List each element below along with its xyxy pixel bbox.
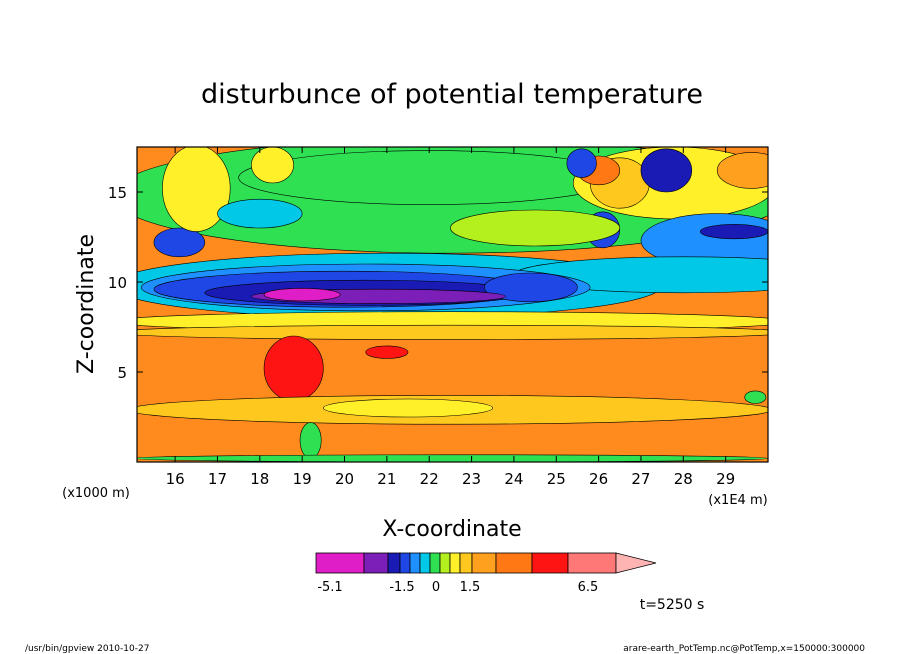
x-tick-label: 17 [208,470,227,488]
contour-region-6 [640,148,693,193]
colorbar-swatch [387,552,401,574]
contour-region-13 [162,147,231,232]
x-axis-label: X-coordinate [382,517,521,542]
colorbar-swatch [495,552,533,574]
contour-region-15 [251,147,294,184]
colorbar-label: 0 [432,580,440,595]
x-axis: 16 17 18 19 20 21 22 23 24 25 26 27 28 29 [166,147,735,488]
footer-left: /usr/bin/gpview 2010-10-27 [25,644,149,654]
contour-region-26 [263,335,324,402]
colorbar-swatch [449,552,461,574]
x-tick-label: 28 [674,470,693,488]
contour-regions [137,147,768,462]
footer-right: arare-earth_PotTemp.nc@PotTemp,x=150000:… [623,644,865,654]
contour-region-27 [365,345,409,359]
colorbar-swatch [567,552,617,574]
y-axis: 5 10 15 [108,184,768,382]
time-label: t=5250 s [640,597,705,613]
colorbar-swatch [439,552,451,574]
colorbar-label: 6.5 [578,580,599,595]
y-axis-label: Z-coordinate [74,234,99,374]
plot-frame [136,146,769,463]
colorbar-label: -5.1 [317,580,342,595]
colorbar-swatch [419,552,431,574]
x-tick-label: 18 [250,470,269,488]
x-tick-label: 21 [377,470,396,488]
contour-region-31 [299,422,322,459]
x-tick-label: 27 [631,470,650,488]
contour-region-1 [238,150,621,205]
contour-region-14 [217,198,303,229]
x-tick-label: 19 [293,470,312,488]
y-tick-label: 5 [117,364,127,382]
x-tick-label: 16 [166,470,185,488]
x-tick-label: 26 [589,470,608,488]
colorbar-label: 1.5 [460,580,481,595]
y-tick-label: 10 [108,274,127,292]
contour-region-29 [323,398,494,418]
colorbar-arrow [615,552,657,574]
x-unit-right: (x1E4 m) [708,493,767,508]
contour-region-23 [263,288,341,302]
contour-region-30 [744,390,767,404]
contour-region-11 [450,209,621,247]
colorbar-swatch [429,552,441,574]
contour-region-21 [483,272,578,303]
colorbar-swatch [409,552,421,574]
contour-region-25 [137,324,768,340]
contour-region-7 [716,152,768,189]
x-tick-label: 25 [547,470,566,488]
contour-region-12 [153,227,206,258]
y-tick-label: 15 [108,184,127,202]
colorbar-swatch [399,552,411,574]
contour-region-9 [699,224,768,240]
contour-region-5 [566,148,597,178]
x-tick-label: 22 [420,470,439,488]
colorbar-swatch [315,552,365,574]
x-tick-label: 23 [462,470,481,488]
plot-area [137,147,768,462]
contour-region-32 [137,454,768,462]
x-tick-label: 20 [335,470,354,488]
chart-title: disturbunce of potential temperature [201,79,703,110]
colorbar-swatch [459,552,473,574]
x-unit-left: (x1000 m) [62,486,130,501]
colorbar-swatch [531,552,569,574]
colorbar: -5.1 -1.5 0 1.5 6.5 [315,552,657,595]
colorbar-swatch [471,552,497,574]
colorbar-label: -1.5 [389,580,414,595]
colorbar-swatch [363,552,389,574]
x-tick-label: 29 [716,470,735,488]
x-tick-label: 24 [504,470,523,488]
